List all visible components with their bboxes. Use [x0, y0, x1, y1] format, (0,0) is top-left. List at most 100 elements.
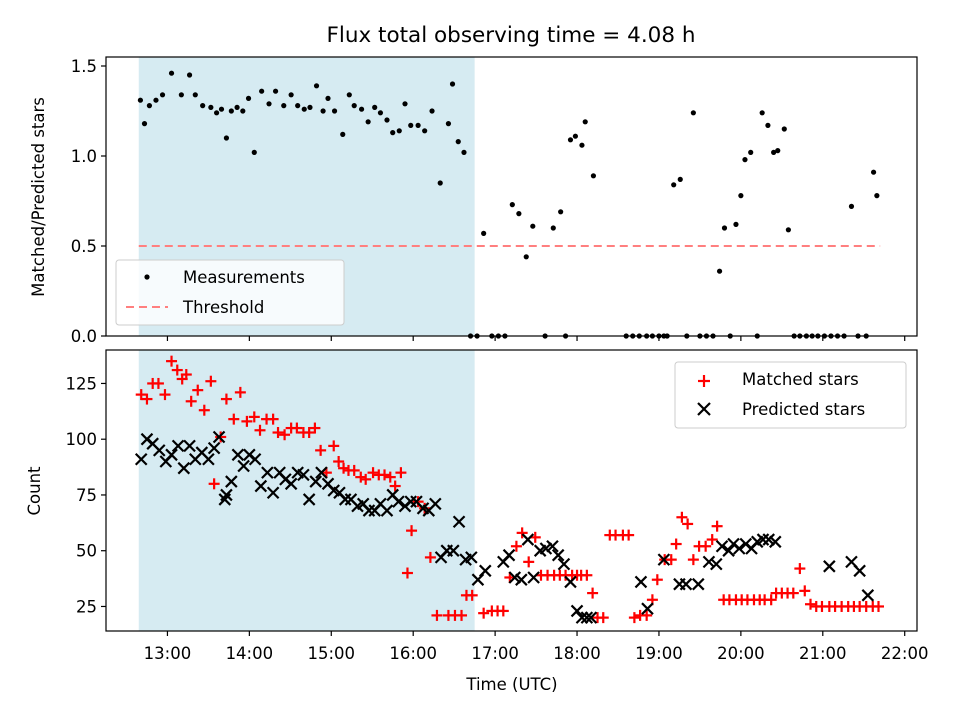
measurement-point	[429, 108, 435, 114]
measurement-point	[340, 131, 346, 137]
predicted-star-point	[527, 571, 540, 584]
measurement-point	[445, 121, 452, 127]
matched-star-point	[478, 607, 490, 619]
predicted-star-point	[183, 439, 196, 453]
measurement-point	[159, 92, 166, 98]
predicted-star-point	[380, 504, 394, 517]
matched-star-point	[248, 411, 260, 423]
measurement-point	[455, 139, 461, 145]
legend-predicted-label: Predicted stars	[742, 400, 865, 419]
predicted-star-point	[710, 557, 723, 571]
matched-star-point	[456, 609, 468, 621]
x-tick-label: 14:00	[226, 644, 274, 663]
counts-y-tick-label: 50	[76, 542, 97, 561]
predicted-star-point	[302, 493, 316, 506]
measurement-point	[461, 149, 467, 155]
matched-star-point	[581, 569, 593, 581]
measurement-point	[742, 157, 748, 163]
measurement-point	[765, 122, 771, 128]
predicted-star-point	[338, 493, 352, 506]
x-tick-label: 21:00	[799, 644, 847, 663]
predicted-star-point	[702, 555, 716, 569]
matched-star-point	[676, 511, 688, 523]
matched-star-point	[228, 413, 240, 425]
measurement-point	[365, 119, 371, 125]
matched-star-point	[205, 375, 217, 387]
matched-star-point	[303, 427, 315, 439]
matched-star-point	[355, 471, 367, 483]
predicted-star-point	[237, 459, 250, 473]
measurement-point	[396, 128, 402, 134]
measurement-point	[307, 104, 313, 110]
predicted-star-point	[515, 573, 528, 586]
predicted-star-point	[575, 611, 589, 624]
matched-star-point	[152, 377, 164, 389]
matched-star-point	[208, 478, 220, 490]
matched-star-point	[665, 554, 677, 566]
measurement-point	[178, 92, 184, 98]
matched-star-point	[700, 540, 712, 552]
measurement-point	[422, 128, 428, 134]
matched-star-point	[787, 587, 799, 599]
matched-star-point	[198, 404, 210, 416]
matched-star-point	[389, 480, 401, 492]
matched-star-point	[670, 538, 682, 550]
measurement-point	[259, 88, 265, 94]
measurement-point	[748, 149, 754, 155]
measurement-point	[759, 110, 765, 116]
matched-stars-points	[135, 355, 884, 624]
predicted-star-point	[207, 441, 221, 455]
x-tick-label: 19:00	[635, 644, 683, 663]
matched-star-point	[348, 464, 360, 476]
measurement-point	[516, 211, 522, 217]
predicted-star-point	[691, 577, 705, 591]
matched-star-point	[497, 605, 509, 617]
matched-star-point	[333, 456, 345, 468]
matched-star-point	[623, 529, 635, 541]
chart-title: Flux total observing time = 4.08 h	[327, 23, 696, 48]
legend-measurements-label: Measurements	[183, 268, 305, 287]
predicted-star-point	[315, 466, 328, 479]
measurement-point	[579, 142, 585, 148]
legend-measurements-marker	[144, 274, 150, 280]
measurement-point	[245, 95, 252, 101]
matched-star-point	[135, 389, 147, 401]
measurement-point	[346, 92, 352, 98]
matched-star-point	[401, 567, 413, 579]
matched-star-point	[682, 518, 694, 530]
ratio-panel: 0.0 0.5 1.0 1.5 Matched/Predicted stars Mea…	[29, 56, 918, 346]
measurement-point	[415, 122, 421, 128]
matched-star-point	[628, 612, 640, 624]
measurement-point	[377, 110, 384, 116]
matched-star-point	[192, 384, 204, 396]
ratio-legend: Measurements Threshold	[115, 259, 345, 326]
legend-predicted-marker	[697, 402, 711, 416]
matched-star-point	[315, 444, 327, 456]
predicted-star-point	[465, 551, 478, 564]
measurement-point	[481, 230, 487, 236]
predicted-star-point	[392, 495, 405, 508]
predicted-star-point	[861, 589, 875, 602]
measurement-point	[281, 103, 287, 109]
measurement-point	[550, 225, 556, 231]
predicted-star-point	[479, 564, 492, 578]
measurement-point	[870, 169, 877, 175]
measurement-point	[716, 268, 723, 274]
measurement-point	[402, 101, 408, 107]
matched-star-point	[379, 469, 391, 481]
matched-star-point	[597, 612, 609, 624]
measurement-point	[325, 95, 331, 101]
counts-y-label: Count	[25, 466, 44, 516]
predicted-star-point	[756, 533, 770, 546]
matched-star-point	[180, 369, 192, 381]
measurement-point	[509, 202, 515, 208]
matched-star-point	[687, 554, 699, 566]
matched-star-point	[220, 393, 232, 405]
counts-x-ticks: 13:00 14:00 15:00 16:00 17:00 18:00 19:00 20:00…	[144, 631, 928, 663]
measurement-point	[408, 122, 414, 128]
matched-star-point	[241, 415, 253, 427]
x-tick-label: 20:00	[717, 644, 765, 663]
measurement-point	[240, 108, 246, 114]
counts-panel: 25 50 75 100 125 13:00 14:00 15:00 16:00 17:00 18…	[25, 349, 928, 694]
x-tick-label: 15:00	[307, 644, 355, 663]
